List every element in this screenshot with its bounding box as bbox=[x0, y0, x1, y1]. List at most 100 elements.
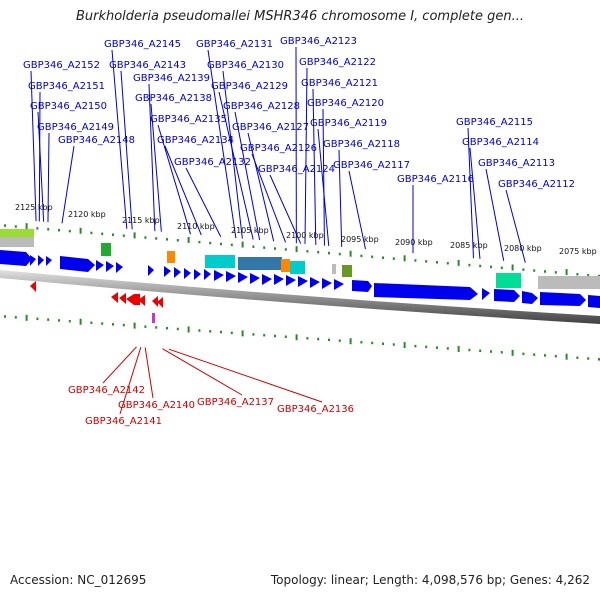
track-dot bbox=[122, 234, 125, 237]
gene-label: GBP346_A2142 bbox=[68, 385, 145, 396]
leader-line bbox=[148, 83, 156, 232]
leader-line bbox=[348, 170, 366, 250]
track-dot bbox=[112, 233, 114, 237]
gene-arrow bbox=[334, 279, 344, 290]
leader-line bbox=[338, 149, 343, 248]
leader-line bbox=[269, 174, 302, 244]
bottom-gene-labels: GBP346_A2142 GBP346_A2140 GBP346_A2141 GBP3… bbox=[68, 385, 354, 427]
track-dot bbox=[446, 261, 449, 265]
gene-arrow bbox=[262, 274, 272, 285]
axis-tick-label: 2085 kbp bbox=[450, 241, 488, 250]
genome-backbone bbox=[0, 270, 600, 324]
track-dot bbox=[25, 314, 28, 321]
gene-arrow bbox=[250, 273, 260, 284]
track-dot bbox=[155, 237, 158, 240]
gene-arrow bbox=[126, 294, 140, 305]
track-dot bbox=[166, 326, 168, 330]
track-dot bbox=[587, 357, 590, 360]
leader-line bbox=[467, 127, 474, 259]
leader-line bbox=[61, 145, 75, 224]
leader-line bbox=[247, 132, 275, 242]
track-dot bbox=[209, 330, 212, 333]
track-dot bbox=[25, 223, 28, 230]
bottom-track-dots bbox=[4, 314, 600, 361]
track-dot bbox=[112, 323, 114, 326]
track-dot bbox=[144, 236, 147, 239]
gene-arrow bbox=[60, 256, 95, 272]
feature-block bbox=[281, 259, 290, 272]
track-dot bbox=[338, 252, 341, 256]
track-dot bbox=[392, 343, 395, 346]
gene-arrow bbox=[174, 267, 181, 278]
gene-label: GBP346_A2134 bbox=[157, 135, 234, 146]
track-dot bbox=[79, 318, 82, 325]
track-dot bbox=[587, 273, 590, 277]
gene-arrow bbox=[522, 291, 538, 304]
gene-arrow bbox=[46, 256, 52, 266]
track-dot bbox=[500, 351, 503, 354]
track-dot bbox=[306, 250, 309, 253]
feature-block bbox=[538, 276, 600, 289]
leader-line bbox=[185, 167, 222, 237]
gene-label: GBP346_A2127 bbox=[232, 122, 309, 133]
leader-line bbox=[119, 346, 142, 415]
gene-arrow bbox=[152, 296, 158, 307]
gene-arrow bbox=[226, 271, 236, 282]
gene-label: GBP346_A2119 bbox=[310, 118, 387, 129]
axis-tick-label: 2080 kbp bbox=[504, 244, 542, 253]
gene-arrow bbox=[540, 292, 586, 306]
gene-label: GBP346_A2115 bbox=[456, 117, 533, 128]
track-dot bbox=[446, 347, 449, 350]
track-dot bbox=[68, 319, 71, 323]
track-dot bbox=[306, 337, 309, 340]
leader-line bbox=[157, 124, 191, 235]
gene-arrow bbox=[96, 260, 104, 271]
gene-arrow bbox=[119, 293, 126, 304]
track-dot bbox=[533, 353, 536, 356]
leader-line bbox=[234, 111, 261, 241]
track-dot bbox=[425, 345, 428, 349]
gene-label: GBP346_A2116 bbox=[397, 174, 474, 185]
axis-tick-label: 2075 kbp bbox=[559, 247, 597, 256]
gene-arrow bbox=[184, 268, 191, 279]
gene-label: GBP346_A2121 bbox=[301, 78, 378, 89]
track-dot bbox=[263, 333, 266, 337]
gene-arrow bbox=[138, 295, 145, 306]
feature-block bbox=[0, 229, 34, 237]
track-dot bbox=[500, 266, 503, 270]
leader-line bbox=[207, 49, 237, 239]
feature-block bbox=[496, 273, 521, 288]
track-dot bbox=[317, 337, 320, 341]
top-track-dots bbox=[4, 223, 600, 278]
top-leader-lines bbox=[30, 46, 526, 263]
track-dot bbox=[338, 339, 341, 342]
gene-label: GBP346_A2124 bbox=[258, 164, 335, 175]
track-dot bbox=[220, 242, 222, 246]
track-dot bbox=[284, 335, 287, 339]
gene-arrow bbox=[274, 274, 284, 285]
feature-block bbox=[342, 265, 352, 277]
gene-arrow bbox=[482, 288, 490, 300]
track-dot bbox=[490, 350, 492, 353]
track-dot bbox=[522, 268, 525, 271]
gene-arrow bbox=[298, 276, 308, 287]
feature-track bbox=[0, 223, 600, 361]
track-dot bbox=[349, 338, 352, 345]
gene-arrow bbox=[30, 255, 36, 266]
gene-arrow bbox=[148, 265, 154, 276]
gene-arrow bbox=[111, 292, 118, 303]
leader-line bbox=[144, 347, 154, 399]
leader-line bbox=[312, 88, 317, 245]
track-dot bbox=[79, 227, 82, 234]
track-dot bbox=[349, 250, 352, 257]
track-dot bbox=[263, 246, 266, 249]
gene-label: GBP346_A2126 bbox=[240, 143, 317, 154]
track-dot bbox=[511, 264, 514, 271]
track-dot bbox=[58, 319, 60, 322]
gene-label: GBP346_A2151 bbox=[28, 81, 105, 92]
leader-line bbox=[322, 108, 325, 246]
track-dot bbox=[554, 354, 557, 358]
gene-label: GBP346_A2112 bbox=[498, 179, 575, 190]
track-dot bbox=[176, 327, 179, 331]
gene-arrow bbox=[194, 269, 201, 280]
